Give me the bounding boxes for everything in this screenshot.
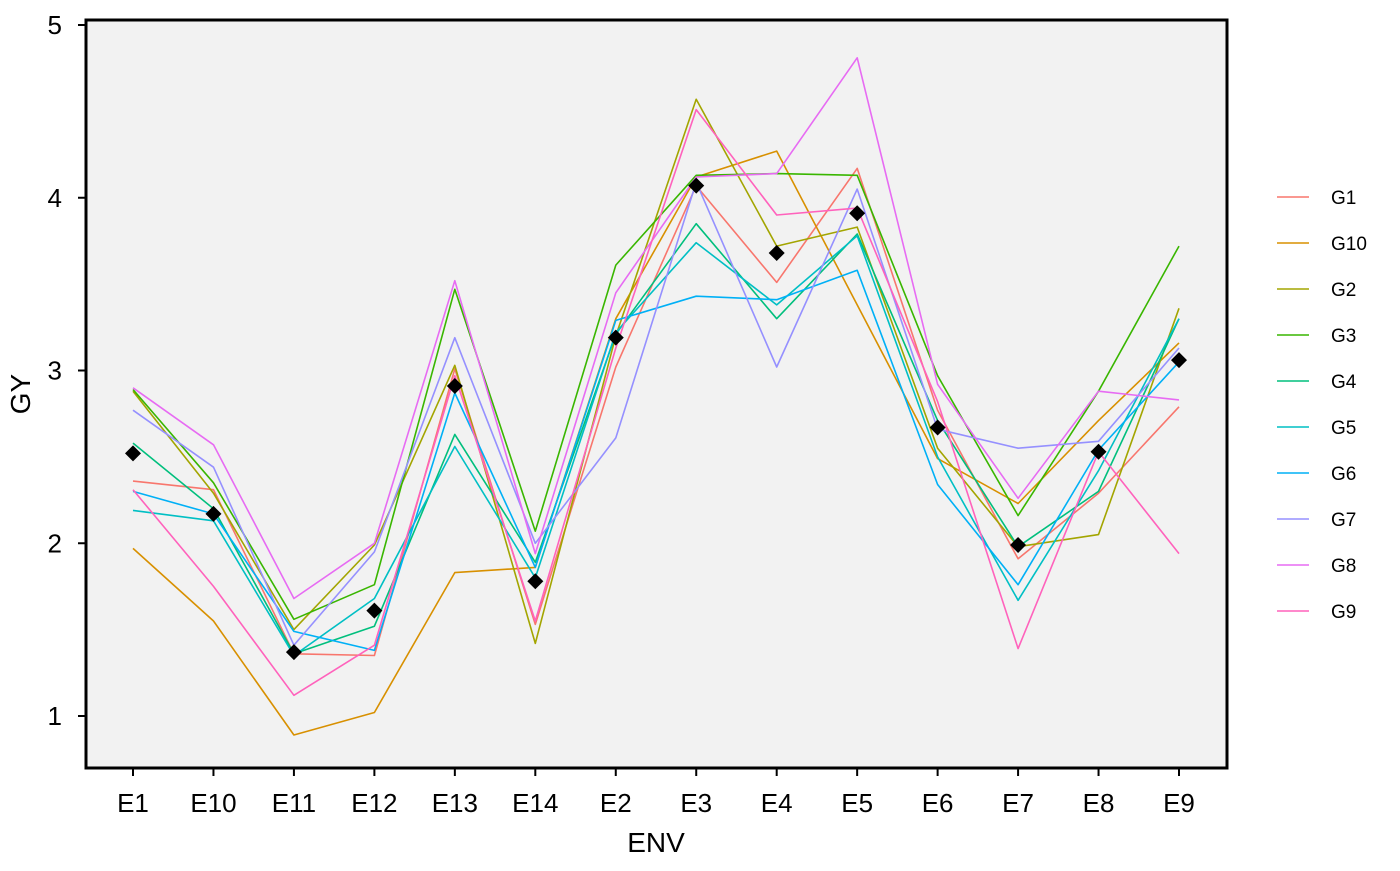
x-tick-label: E11 xyxy=(272,788,316,818)
y-tick-label: 3 xyxy=(48,356,62,386)
mean-point-e2 xyxy=(607,329,624,346)
mean-point-e8 xyxy=(1090,443,1107,460)
mean-point-e1 xyxy=(125,445,141,462)
legend-label-g7: G7 xyxy=(1331,510,1356,531)
x-tick-label: E10 xyxy=(190,788,236,818)
y-axis: 1 2 3 4 5 xyxy=(48,10,86,731)
mean-point-e10 xyxy=(205,505,222,522)
y-axis-title: GY xyxy=(5,373,36,414)
plot-panel xyxy=(84,18,1229,770)
x-tick-label: E13 xyxy=(432,788,478,818)
y-tick-label: 2 xyxy=(48,528,62,558)
series-line-g5 xyxy=(132,235,1180,657)
x-tick-label: E8 xyxy=(1083,788,1115,818)
x-tick-label: E7 xyxy=(1002,788,1034,818)
mean-point-e4 xyxy=(768,245,785,262)
series-line-g7 xyxy=(132,181,1180,647)
series-line-g10 xyxy=(132,150,1180,736)
series-lines xyxy=(132,56,1180,736)
x-tick-label: E6 xyxy=(922,788,954,818)
x-tick-label: E3 xyxy=(680,788,712,818)
legend-label-g4: G4 xyxy=(1331,372,1357,393)
x-tick-label: E12 xyxy=(351,788,397,818)
x-tick-label: E1 xyxy=(117,788,149,818)
series-line-g4 xyxy=(132,222,1180,655)
mean-point-e11 xyxy=(285,644,302,661)
mean-point-e7 xyxy=(1010,536,1027,553)
x-axis: E1 E10 E11 E12 E13 E14 E2 E3 E4 E5 E6 E7 E8 E9 xyxy=(117,768,1195,818)
mean-point-e5 xyxy=(849,205,866,222)
x-axis-title: ENV xyxy=(627,827,685,858)
series-line-g9 xyxy=(132,108,1180,697)
legend-label-g9: G9 xyxy=(1331,602,1356,623)
x-tick-label: E4 xyxy=(761,788,793,818)
mean-point-e9 xyxy=(1171,352,1187,369)
mean-point-e14 xyxy=(527,573,544,590)
mean-point-e12 xyxy=(366,602,383,619)
legend-label-g1: G1 xyxy=(1331,188,1356,209)
legend-label-g6: G6 xyxy=(1331,464,1356,485)
legend-label-g5: G5 xyxy=(1331,418,1356,439)
x-tick-label: E14 xyxy=(512,788,558,818)
legend: G1 G10 G2 G3 G4 G5 G6 G7 G8 G9 xyxy=(1277,188,1367,623)
mean-point-e13 xyxy=(446,378,463,395)
mean-markers xyxy=(125,177,1187,661)
series-line-g3 xyxy=(132,172,1180,621)
y-tick-label: 4 xyxy=(48,183,62,213)
legend-label-g2: G2 xyxy=(1331,280,1356,301)
legend-label-g8: G8 xyxy=(1331,556,1356,577)
mean-point-e6 xyxy=(929,419,946,436)
legend-label-g3: G3 xyxy=(1331,326,1356,347)
series-line-g8 xyxy=(132,56,1180,600)
x-tick-label: E9 xyxy=(1163,788,1195,818)
series-line-g2 xyxy=(132,98,1180,645)
y-tick-label: 1 xyxy=(48,701,62,731)
y-tick-label: 5 xyxy=(48,10,62,40)
mean-point-e3 xyxy=(688,177,705,194)
x-tick-label: E2 xyxy=(600,788,632,818)
legend-label-g10: G10 xyxy=(1331,234,1367,255)
series-line-g1 xyxy=(132,167,1180,657)
x-tick-label: E5 xyxy=(841,788,873,818)
